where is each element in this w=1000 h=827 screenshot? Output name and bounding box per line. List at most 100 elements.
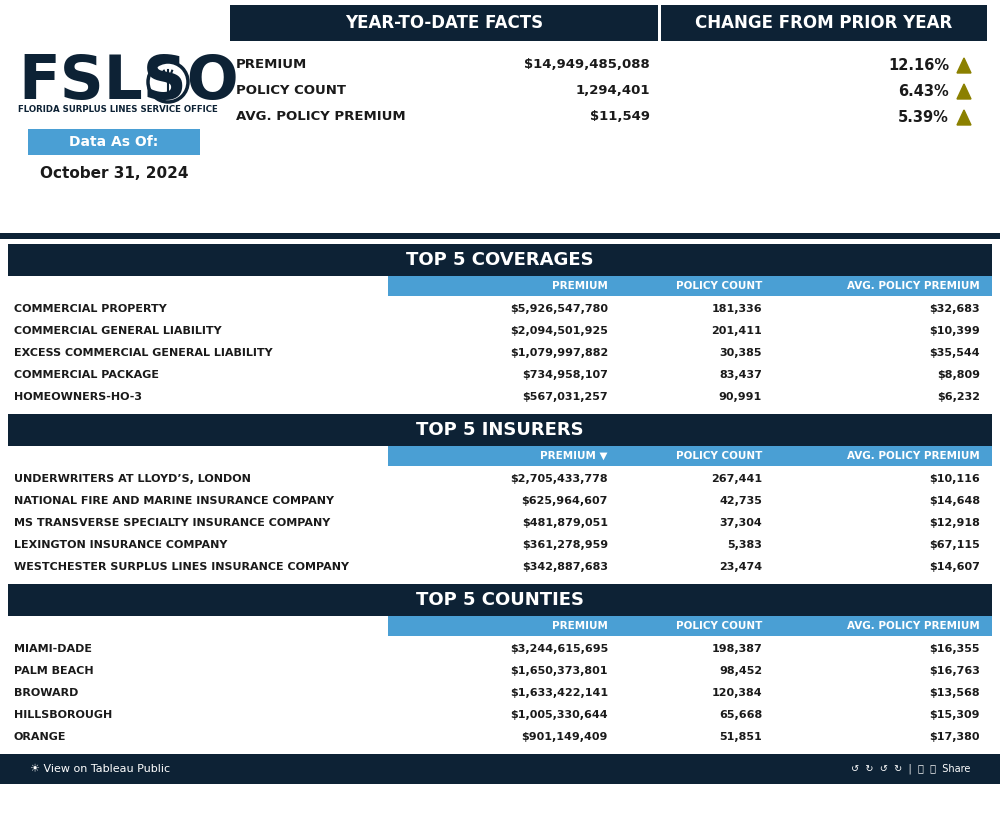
- Text: COMMERCIAL GENERAL LIABILITY: COMMERCIAL GENERAL LIABILITY: [14, 326, 222, 336]
- Bar: [0, 233, 1000, 239]
- Bar: [230, 5, 658, 41]
- Text: $67,115: $67,115: [929, 540, 980, 550]
- Text: 30,385: 30,385: [720, 348, 762, 358]
- Text: 1,294,401: 1,294,401: [576, 84, 650, 98]
- Text: 120,384: 120,384: [711, 688, 762, 698]
- Text: POLICY COUNT: POLICY COUNT: [676, 281, 762, 291]
- Text: PREMIUM: PREMIUM: [236, 59, 307, 71]
- Text: October 31, 2024: October 31, 2024: [40, 166, 188, 181]
- Text: $10,116: $10,116: [929, 474, 980, 484]
- Text: FSLSO: FSLSO: [18, 52, 239, 112]
- Text: TOP 5 COUNTIES: TOP 5 COUNTIES: [416, 591, 584, 609]
- Text: $2,094,501,925: $2,094,501,925: [510, 326, 608, 336]
- Bar: [0, 754, 1000, 784]
- Text: 5,383: 5,383: [727, 540, 762, 550]
- Text: $35,544: $35,544: [929, 348, 980, 358]
- Text: PREMIUM ▼: PREMIUM ▼: [540, 451, 608, 461]
- Text: 98,452: 98,452: [719, 666, 762, 676]
- Text: AVG. POLICY PREMIUM: AVG. POLICY PREMIUM: [847, 621, 980, 631]
- Text: $11,549: $11,549: [590, 111, 650, 123]
- Text: $625,964,607: $625,964,607: [522, 496, 608, 506]
- Text: $5,926,547,780: $5,926,547,780: [510, 304, 608, 314]
- Text: $2,705,433,778: $2,705,433,778: [510, 474, 608, 484]
- Text: 198,387: 198,387: [711, 644, 762, 654]
- Text: $14,648: $14,648: [929, 496, 980, 506]
- Text: HOMEOWNERS-HO-3: HOMEOWNERS-HO-3: [14, 392, 142, 402]
- Text: AVG. POLICY PREMIUM: AVG. POLICY PREMIUM: [236, 111, 406, 123]
- Text: 65,668: 65,668: [719, 710, 762, 720]
- Bar: [8, 244, 992, 276]
- Text: $8,809: $8,809: [937, 370, 980, 380]
- Text: $17,380: $17,380: [930, 732, 980, 742]
- Bar: [8, 414, 992, 446]
- Text: EXCESS COMMERCIAL GENERAL LIABILITY: EXCESS COMMERCIAL GENERAL LIABILITY: [14, 348, 273, 358]
- Bar: [388, 616, 992, 636]
- Text: AVG. POLICY PREMIUM: AVG. POLICY PREMIUM: [847, 281, 980, 291]
- Text: $1,005,330,644: $1,005,330,644: [510, 710, 608, 720]
- Text: $361,278,959: $361,278,959: [522, 540, 608, 550]
- Text: POLICY COUNT: POLICY COUNT: [676, 451, 762, 461]
- Text: PREMIUM: PREMIUM: [552, 621, 608, 631]
- Text: TOP 5 INSURERS: TOP 5 INSURERS: [416, 421, 584, 439]
- Text: 42,735: 42,735: [719, 496, 762, 506]
- Text: YEAR-TO-DATE FACTS: YEAR-TO-DATE FACTS: [345, 14, 543, 32]
- Text: $16,355: $16,355: [930, 644, 980, 654]
- Text: $734,958,107: $734,958,107: [522, 370, 608, 380]
- Text: 181,336: 181,336: [711, 304, 762, 314]
- Text: ↺  ↻  ↺  ↻  |  ⬜  ⬜  Share: ↺ ↻ ↺ ↻ | ⬜ ⬜ Share: [851, 764, 970, 774]
- Text: $901,149,409: $901,149,409: [522, 732, 608, 742]
- Text: FLORIDA SURPLUS LINES SERVICE OFFICE: FLORIDA SURPLUS LINES SERVICE OFFICE: [18, 104, 218, 113]
- Bar: [28, 129, 200, 155]
- Text: $14,949,485,088: $14,949,485,088: [524, 59, 650, 71]
- Text: $12,918: $12,918: [929, 518, 980, 528]
- Bar: [8, 584, 992, 616]
- Text: $1,650,373,801: $1,650,373,801: [511, 666, 608, 676]
- Text: ☀ View on Tableau Public: ☀ View on Tableau Public: [30, 764, 170, 774]
- Text: $10,399: $10,399: [929, 326, 980, 336]
- Text: $32,683: $32,683: [929, 304, 980, 314]
- Text: 12.16%: 12.16%: [888, 58, 949, 73]
- Text: POLICY COUNT: POLICY COUNT: [676, 621, 762, 631]
- Text: CHANGE FROM PRIOR YEAR: CHANGE FROM PRIOR YEAR: [695, 14, 953, 32]
- Text: BROWARD: BROWARD: [14, 688, 78, 698]
- Polygon shape: [957, 110, 971, 125]
- Text: MIAMI-DADE: MIAMI-DADE: [14, 644, 92, 654]
- Text: $567,031,257: $567,031,257: [522, 392, 608, 402]
- Polygon shape: [957, 58, 971, 73]
- Text: ORANGE: ORANGE: [14, 732, 66, 742]
- Text: AVG. POLICY PREMIUM: AVG. POLICY PREMIUM: [847, 451, 980, 461]
- Polygon shape: [957, 84, 971, 99]
- Text: NATIONAL FIRE AND MARINE INSURANCE COMPANY: NATIONAL FIRE AND MARINE INSURANCE COMPA…: [14, 496, 334, 506]
- Text: 5.39%: 5.39%: [898, 109, 949, 125]
- Text: $1,079,997,882: $1,079,997,882: [510, 348, 608, 358]
- Text: Data As Of:: Data As Of:: [69, 135, 159, 149]
- Bar: [661, 5, 987, 41]
- Text: COMMERCIAL PROPERTY: COMMERCIAL PROPERTY: [14, 304, 167, 314]
- Text: COMMERCIAL PACKAGE: COMMERCIAL PACKAGE: [14, 370, 159, 380]
- Text: HILLSBOROUGH: HILLSBOROUGH: [14, 710, 112, 720]
- Text: MS TRANSVERSE SPECIALTY INSURANCE COMPANY: MS TRANSVERSE SPECIALTY INSURANCE COMPAN…: [14, 518, 330, 528]
- Bar: [0, 0, 1000, 237]
- Text: 51,851: 51,851: [719, 732, 762, 742]
- Bar: [388, 276, 992, 296]
- Text: $15,309: $15,309: [930, 710, 980, 720]
- Text: WESTCHESTER SURPLUS LINES INSURANCE COMPANY: WESTCHESTER SURPLUS LINES INSURANCE COMP…: [14, 562, 349, 572]
- Text: $13,568: $13,568: [929, 688, 980, 698]
- Text: $342,887,683: $342,887,683: [522, 562, 608, 572]
- Text: 6.43%: 6.43%: [898, 84, 949, 98]
- Text: LEXINGTON INSURANCE COMPANY: LEXINGTON INSURANCE COMPANY: [14, 540, 227, 550]
- Text: POLICY COUNT: POLICY COUNT: [236, 84, 346, 98]
- Text: PREMIUM: PREMIUM: [552, 281, 608, 291]
- Text: UNDERWRITERS AT LLOYD’S, LONDON: UNDERWRITERS AT LLOYD’S, LONDON: [14, 474, 251, 484]
- Text: PALM BEACH: PALM BEACH: [14, 666, 94, 676]
- Text: 267,441: 267,441: [711, 474, 762, 484]
- Text: $6,232: $6,232: [937, 392, 980, 402]
- Text: 201,411: 201,411: [711, 326, 762, 336]
- Text: 37,304: 37,304: [719, 518, 762, 528]
- Text: $14,607: $14,607: [929, 562, 980, 572]
- Text: 83,437: 83,437: [719, 370, 762, 380]
- Bar: [388, 446, 992, 466]
- Text: 90,991: 90,991: [719, 392, 762, 402]
- Text: 23,474: 23,474: [719, 562, 762, 572]
- Text: $481,879,051: $481,879,051: [522, 518, 608, 528]
